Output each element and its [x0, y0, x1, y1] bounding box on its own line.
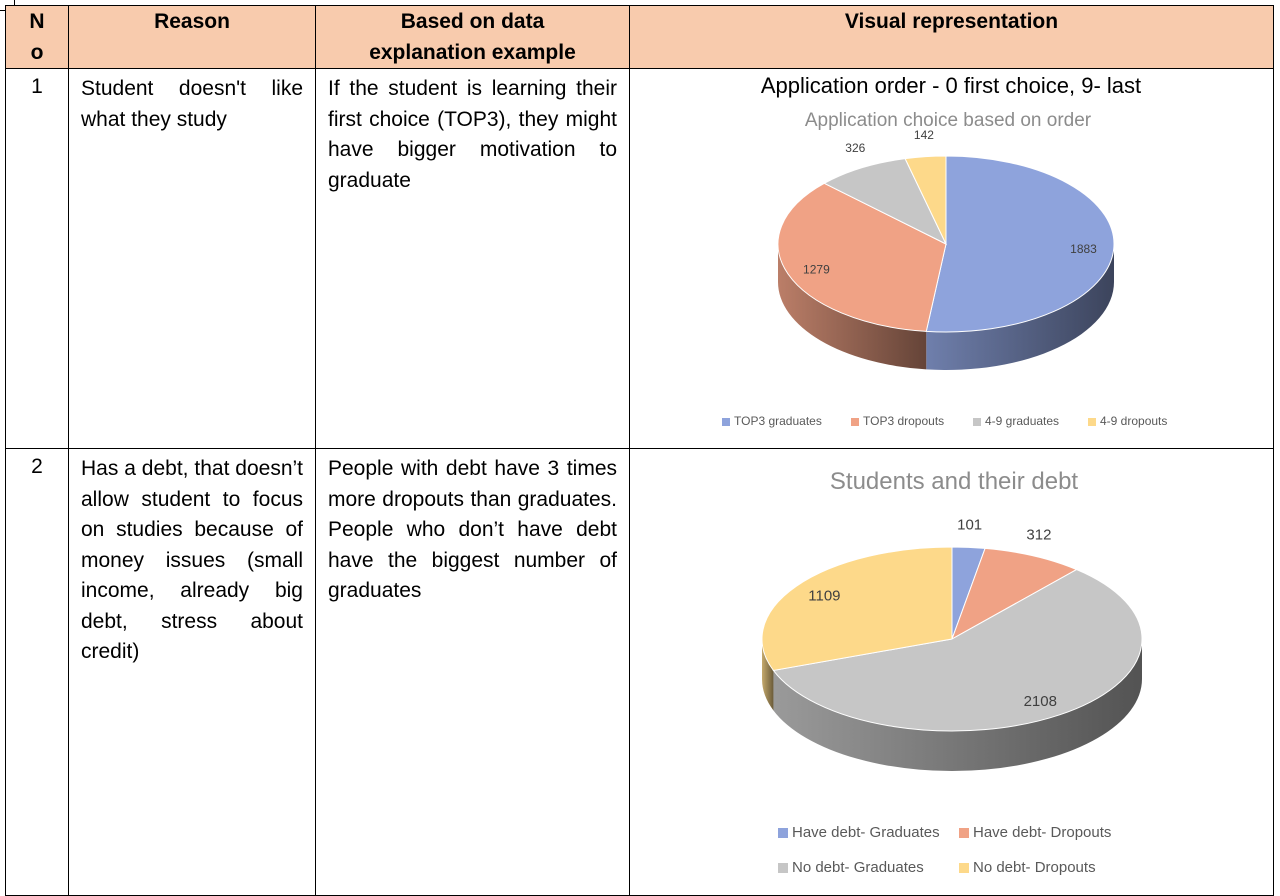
- legend-swatch: [1088, 418, 1096, 426]
- legend-item-have-debt-dropouts: Have debt- Dropouts: [959, 824, 1111, 841]
- legend-item-no-debt-graduates: No debt- Graduates: [778, 859, 924, 876]
- row-visual: Students and their debt 101 312 2108 1109 H…: [629, 448, 1274, 896]
- header-no: N o: [5, 5, 69, 69]
- data-label-4-9-graduates: 326: [845, 141, 865, 155]
- pie-slice-top3-dropouts: [777, 182, 947, 332]
- row-reason: Student doesn't like what they study: [68, 68, 316, 449]
- header-explanation-line-2: explanation example: [369, 41, 576, 64]
- data-label-no-debt-dropouts: 1109: [808, 588, 840, 605]
- pie-chart-application-order: Application order - 0 first choice, 9- l…: [722, 73, 1167, 428]
- chart-legend: Have debt- Graduates Have debt- Dropouts N…: [778, 824, 1111, 876]
- pie-slice-no-debt-graduates: [772, 568, 1143, 732]
- row-number: 2: [5, 448, 69, 896]
- data-label-top3-graduates: 1883: [1070, 242, 1097, 256]
- reasons-table: N o Reason Based on data explanation exa…: [5, 5, 1274, 896]
- chart-legend: TOP3 graduates TOP3 dropouts 4-9 graduates…: [722, 414, 1167, 428]
- legend-swatch: [959, 863, 969, 873]
- legend-label: Have debt- Graduates: [792, 824, 940, 841]
- table-row: 2 Has a debt, that doesn’t allow student…: [5, 448, 1274, 896]
- data-label-no-debt-graduates: 2108: [1024, 693, 1057, 710]
- legend-swatch: [851, 418, 859, 426]
- legend-label: No debt- Graduates: [792, 859, 924, 876]
- chart-title: Students and their debt: [830, 468, 1079, 495]
- visual-caption: Application order - 0 first choice, 9- l…: [761, 73, 1141, 98]
- chart-title: Application choice based on order: [805, 110, 1092, 131]
- header-reason: Reason: [68, 5, 316, 69]
- legend-item-top3-dropouts: TOP3 dropouts: [851, 414, 944, 428]
- pie-chart-debt: Students and their debt 101 312 2108 1109 H…: [761, 468, 1143, 876]
- row-number: 1: [5, 68, 69, 449]
- data-label-have-debt-dropouts: 312: [1026, 526, 1051, 543]
- pie-side-top3-dropouts: [778, 244, 927, 370]
- legend-label: TOP3 graduates: [734, 414, 822, 428]
- legend-item-have-debt-graduates: Have debt- Graduates: [778, 824, 940, 841]
- legend-label: 4-9 dropouts: [1100, 414, 1167, 428]
- table-row: 1 Student doesn't like what they study I…: [5, 68, 1274, 449]
- data-label-have-debt-graduates: 101: [957, 516, 982, 533]
- pie-side-top3-graduates: [926, 244, 1114, 370]
- row-explanation: If the student is learning their first c…: [315, 68, 630, 449]
- pie-slice-4-9-graduates: [823, 158, 948, 246]
- pie-side-no-debt-graduates: [773, 639, 1142, 771]
- legend-swatch: [778, 863, 788, 873]
- data-label-4-9-dropouts: 142: [914, 128, 934, 142]
- row-explanation: People with debt have 3 times more dropo…: [315, 448, 630, 896]
- header-row: N o Reason Based on data explanation exa…: [5, 5, 1274, 69]
- legend-label: TOP3 dropouts: [863, 414, 944, 428]
- legend-swatch: [722, 418, 730, 426]
- header-visual: Visual representation: [629, 5, 1274, 69]
- legend-swatch: [778, 828, 788, 838]
- legend-item-no-debt-dropouts: No debt- Dropouts: [959, 859, 1096, 876]
- legend-label: 4-9 graduates: [985, 414, 1059, 428]
- row-reason: Has a debt, that doesn’t allow student t…: [68, 448, 316, 896]
- pie-slice-no-debt-dropouts: [761, 546, 953, 671]
- pie-slice-4-9-dropouts: [904, 155, 947, 245]
- header-no-line-2: o: [30, 41, 44, 64]
- header-no-line-1: N: [29, 10, 45, 33]
- pie-slice-top3-graduates: [925, 155, 1115, 333]
- header-explanation-line-1: Based on data: [400, 10, 545, 33]
- pie-side-no-debt-dropouts: [762, 639, 774, 711]
- pie-plot: 101 312 2108 1109: [761, 516, 1143, 771]
- legend-swatch: [973, 418, 981, 426]
- header-explanation: Based on data explanation example: [315, 5, 630, 69]
- row-visual: Application order - 0 first choice, 9- l…: [629, 68, 1274, 449]
- legend-item-4-9-dropouts: 4-9 dropouts: [1088, 414, 1167, 428]
- legend-label: Have debt- Dropouts: [973, 824, 1111, 841]
- pie-slice-have-debt-dropouts: [951, 547, 1078, 641]
- legend-swatch: [959, 828, 969, 838]
- legend-item-4-9-graduates: 4-9 graduates: [973, 414, 1059, 428]
- data-label-top3-dropouts: 1279: [803, 262, 830, 276]
- legend-item-top3-graduates: TOP3 graduates: [722, 414, 822, 428]
- pie-plot: 1883 1279 326 142: [777, 128, 1115, 370]
- legend-label: No debt- Dropouts: [973, 859, 1096, 876]
